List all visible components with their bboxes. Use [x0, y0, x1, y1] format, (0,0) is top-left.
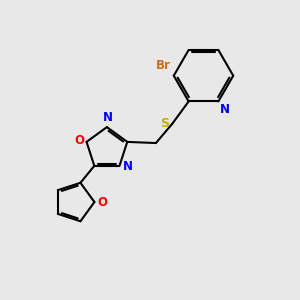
Text: O: O	[74, 134, 84, 147]
Text: O: O	[98, 196, 107, 209]
Text: Br: Br	[156, 59, 171, 72]
Text: N: N	[103, 110, 112, 124]
Text: N: N	[220, 103, 230, 116]
Text: N: N	[123, 160, 133, 173]
Text: S: S	[160, 117, 169, 130]
